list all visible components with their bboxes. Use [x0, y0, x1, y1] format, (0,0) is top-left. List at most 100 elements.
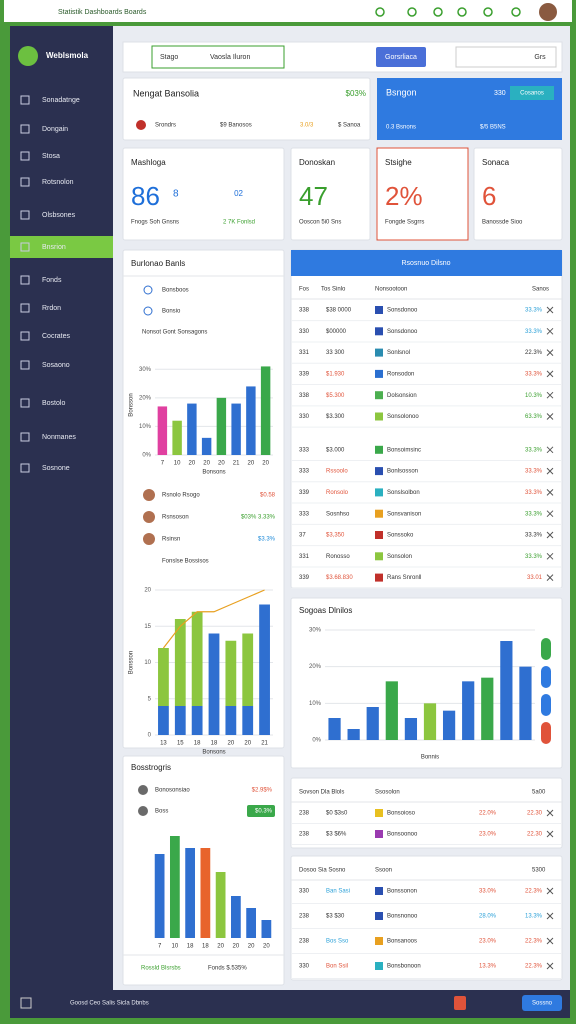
nav-item[interactable]: Bostolo	[42, 400, 65, 407]
nav-item[interactable]: Rotsnolon	[42, 179, 74, 186]
row-icon	[546, 531, 554, 539]
chart-panel	[290, 597, 563, 769]
column-header: Ssosolon	[375, 790, 400, 796]
nav-item[interactable]: Dongain	[42, 126, 68, 133]
nav-item[interactable]: Stosa	[42, 153, 60, 160]
row-icon	[546, 574, 554, 581]
label: $0 $3s0	[326, 811, 348, 817]
swatch	[375, 445, 383, 454]
x-tick-label: 20	[244, 741, 251, 747]
active-item	[10, 236, 113, 258]
bar	[246, 908, 257, 938]
label: Rsnsoson	[162, 515, 189, 521]
label: Bonsoonoo	[387, 832, 418, 838]
x-tick-label: 10	[172, 944, 179, 950]
row-icon	[546, 467, 554, 475]
label: 339	[299, 575, 310, 581]
label: 2 7K Fonlsd	[223, 220, 255, 226]
legend-icon	[143, 285, 153, 295]
person-avatar	[143, 489, 155, 501]
label: 23.0%	[479, 939, 497, 945]
nav-item[interactable]: Bnsrion	[42, 244, 66, 251]
label: Nengat Bansolia	[133, 88, 199, 98]
label: 22.30	[527, 832, 543, 838]
y-tick-label: 10	[144, 660, 151, 666]
x-tick-label: 13	[160, 741, 167, 747]
y-axis-title: Bonsson	[129, 393, 135, 416]
x-tick-label: 18	[202, 944, 209, 950]
label: Fonds $.535%	[208, 966, 247, 972]
swatch	[375, 912, 383, 920]
bar	[462, 681, 475, 740]
row-icon	[546, 510, 554, 518]
label: 22.3%	[525, 889, 543, 895]
label: 238	[299, 939, 310, 945]
label: 0.3 Bsnons	[386, 125, 416, 131]
nav-icon	[20, 303, 30, 313]
swatch	[375, 488, 383, 497]
x-tick-label: 20	[248, 944, 255, 950]
label: Srondrs	[155, 123, 176, 129]
x-tick-label: 21	[233, 461, 240, 467]
label: 23.0%	[479, 832, 497, 838]
label: 330	[494, 90, 506, 97]
swatch	[375, 348, 383, 357]
top-icon	[457, 7, 467, 17]
window-title: Statistik Dashboards Boards	[58, 9, 147, 16]
label: Cosanos	[520, 91, 544, 97]
x-tick-label: 18	[211, 741, 218, 747]
footer-icon	[20, 997, 32, 1009]
swatch	[375, 412, 383, 421]
y-tick-label: 20%	[139, 395, 152, 401]
label: 33 300	[326, 350, 345, 356]
nav-item[interactable]: Cocrates	[42, 333, 71, 340]
label: Bon Ssil	[326, 964, 348, 970]
nav-item[interactable]: Olsbsones	[42, 212, 76, 219]
label: Ronsodon	[387, 371, 414, 377]
nav-item[interactable]: Nonmanes	[42, 434, 76, 441]
label: 33.0%	[479, 889, 497, 895]
nav-item[interactable]: Sonadatnge	[42, 97, 80, 104]
y-tick-label: 10%	[309, 701, 322, 707]
bar	[172, 420, 182, 455]
label: Sonsdonoo	[387, 308, 418, 314]
bar	[246, 386, 256, 455]
row-icon	[546, 327, 554, 335]
label: 33.3%	[525, 447, 543, 453]
nav-icon	[20, 398, 30, 408]
tab[interactable]: Vaosla Iluron	[210, 54, 250, 61]
swatch	[375, 573, 383, 582]
label: Fonslse Bossisos	[162, 559, 209, 565]
swatch	[375, 369, 383, 378]
legend-item: Bonsio	[162, 309, 181, 315]
nav-item[interactable]: Sosnone	[42, 465, 70, 472]
label[interactable]: Sossno	[532, 1001, 553, 1007]
nav-item[interactable]: Rrdon	[42, 305, 61, 312]
bar	[225, 706, 237, 735]
table-panel	[290, 855, 563, 981]
top-icon	[433, 7, 443, 17]
label: Rans Snronll	[387, 575, 421, 581]
bar	[366, 707, 379, 740]
label: 22.0%	[479, 811, 497, 817]
label: 330	[299, 414, 310, 420]
button-label[interactable]: Gorsrliaca	[385, 54, 417, 61]
side-pill	[541, 694, 551, 716]
side-pill	[541, 722, 551, 744]
label: $9 Banosos	[220, 123, 252, 129]
label: Banossde Sioo	[482, 220, 523, 226]
bar	[158, 706, 169, 735]
label: 22.3%	[525, 939, 543, 945]
label: 3.0/3	[300, 123, 314, 129]
bar	[185, 848, 196, 938]
nav-item[interactable]: Fonds	[42, 277, 62, 284]
nav-icon	[20, 151, 30, 161]
tab[interactable]: Stago	[160, 54, 178, 61]
x-tick-label: 15	[177, 741, 184, 747]
column-header: 5300	[532, 868, 546, 874]
row-icon	[546, 552, 554, 560]
nav-item[interactable]: Sosaono	[42, 362, 70, 369]
filter[interactable]: Grs	[534, 54, 546, 61]
bar	[261, 920, 272, 938]
person-avatar	[143, 511, 155, 523]
